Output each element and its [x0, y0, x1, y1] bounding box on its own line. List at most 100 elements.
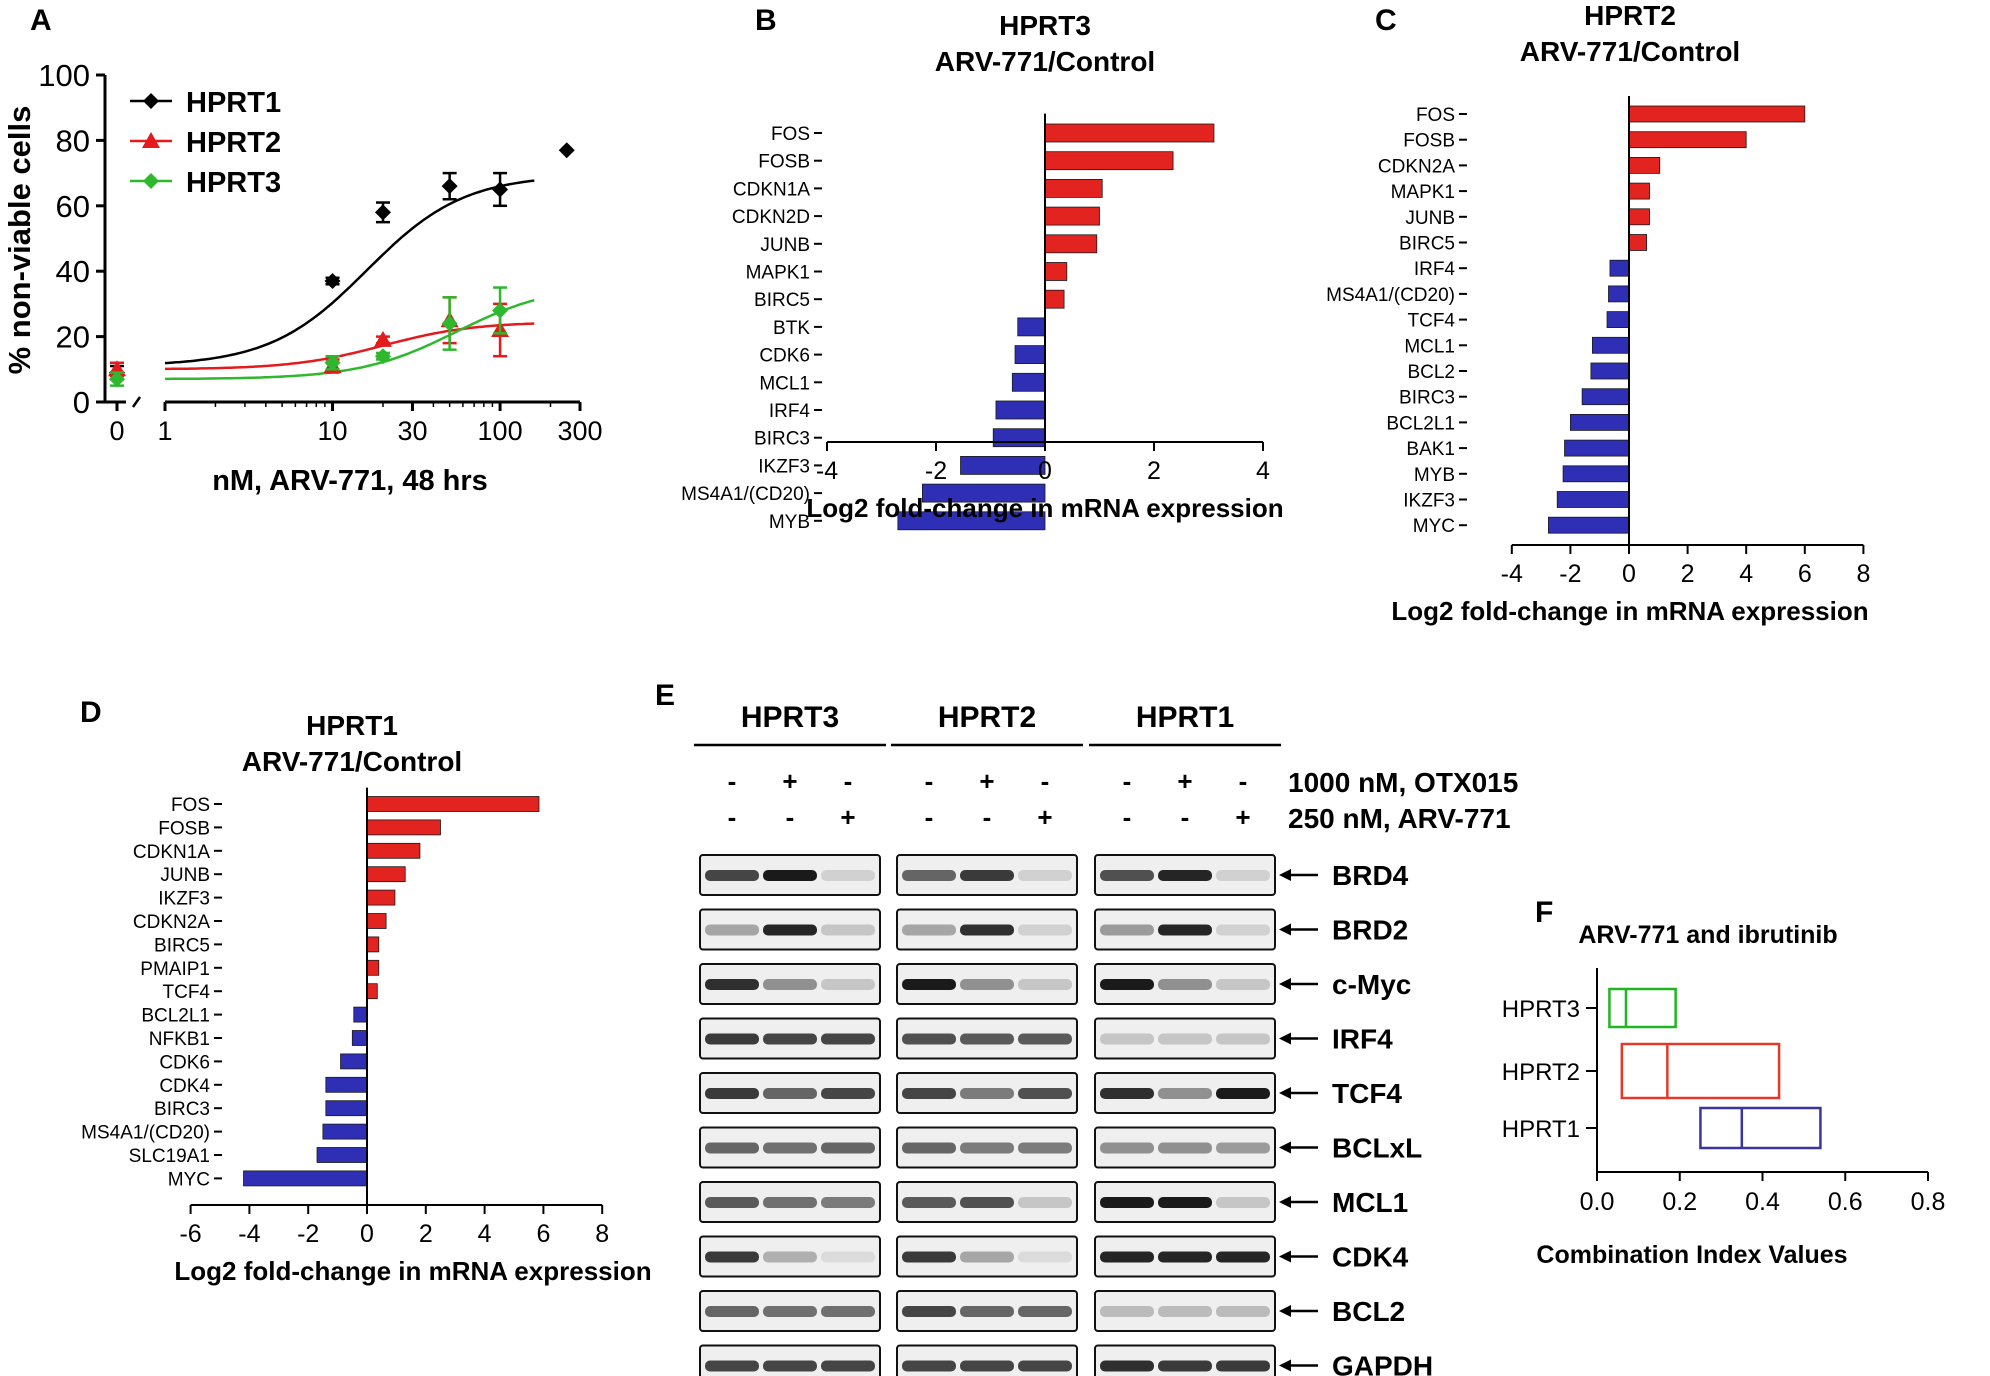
- x-tick-label: -4: [816, 457, 838, 485]
- blot-band: [821, 1142, 875, 1154]
- blot-band: [902, 870, 956, 881]
- y-tick-label: 20: [56, 320, 90, 355]
- treatment-sign: -: [1123, 802, 1132, 832]
- blot-band: [1100, 979, 1154, 990]
- protein-label-bclxl: BCLxL: [1332, 1133, 1422, 1164]
- category-label-cdkn2a: CDKN2A: [133, 912, 210, 933]
- blot-band: [1216, 870, 1270, 881]
- blot-band: [763, 1033, 817, 1045]
- protein-label-bcl2: BCL2: [1332, 1296, 1405, 1327]
- blot-band: [902, 1197, 956, 1208]
- blot-band: [763, 979, 817, 990]
- blot-band: [902, 924, 956, 936]
- category-label-bcl2: BCL2: [1407, 362, 1455, 383]
- x-tick-label: 4: [1739, 560, 1753, 588]
- bar-myb: [897, 511, 1046, 531]
- bar-ikzf3: [1556, 491, 1630, 508]
- blot-band: [1100, 1142, 1154, 1154]
- arrow-head: [1279, 923, 1291, 936]
- blot-band: [1216, 979, 1270, 990]
- blot-band: [705, 924, 759, 936]
- treatment-sign: -: [1181, 802, 1190, 832]
- blot-band: [821, 979, 875, 990]
- x-axis-label: Log2 fold-change in mRNA expression: [806, 493, 1283, 523]
- bar-fosb: [1044, 151, 1174, 171]
- data-point-hprt1: [324, 273, 341, 290]
- chart-subtitle: ARV-771/Control: [1520, 36, 1740, 67]
- blot-band: [902, 1306, 956, 1317]
- blot-band: [1216, 1251, 1270, 1263]
- x-tick-label: -4: [238, 1220, 260, 1248]
- bar-irf4: [995, 400, 1046, 420]
- category-label-tcf4: TCF4: [1408, 311, 1456, 332]
- blot-band: [763, 1360, 817, 1372]
- blot-band: [1158, 1306, 1212, 1317]
- data-point-hprt1: [441, 178, 458, 195]
- category-label-fos: FOS: [171, 795, 210, 816]
- x-tick-label: 100: [478, 416, 523, 446]
- blot-band: [902, 1251, 956, 1263]
- panel-label-b: B: [755, 4, 777, 37]
- bar-ikzf3: [960, 455, 1046, 475]
- data-point-hprt3: [492, 302, 509, 319]
- blot-band: [960, 1142, 1014, 1154]
- protein-label-brd2: BRD2: [1332, 915, 1408, 946]
- blot-band: [1216, 924, 1270, 936]
- x-tick-label: -4: [1501, 560, 1523, 588]
- bar-mcl1: [1591, 336, 1630, 354]
- condition-label-250-nm-arv-771: 250 nM, ARV-771: [1288, 803, 1511, 834]
- chart-subtitle: ARV-771/Control: [935, 46, 1155, 77]
- blot-band: [1100, 1088, 1154, 1099]
- category-label-myc: MYC: [1413, 516, 1455, 537]
- chart-subtitle: ARV-771/Control: [242, 746, 462, 777]
- y-tick-label: 100: [38, 58, 90, 93]
- category-label-cdk4: CDK4: [159, 1076, 210, 1097]
- y-tick-label: 60: [56, 189, 90, 224]
- blot-band: [1158, 870, 1212, 881]
- box-hprt3: [1608, 987, 1677, 1029]
- data-point-hprt3: [441, 315, 458, 332]
- bar-mapk1: [1044, 262, 1068, 281]
- bar-birc5: [1044, 289, 1065, 309]
- x-tick-label: -2: [1559, 560, 1581, 588]
- treatment-sign: -: [925, 802, 934, 832]
- blot-band: [1018, 1306, 1072, 1317]
- treatment-sign: -: [1041, 766, 1050, 796]
- x-tick-label: 6: [536, 1220, 550, 1248]
- blot-band: [1100, 1033, 1154, 1045]
- blot-band: [1158, 1251, 1212, 1263]
- fit-curve-hprt3: [165, 298, 535, 381]
- bar-myc: [243, 1170, 368, 1187]
- arrow-head: [1279, 978, 1291, 990]
- bar-fos: [366, 796, 540, 812]
- bar-junb: [366, 866, 406, 883]
- category-label-birc3: BIRC3: [1399, 388, 1455, 409]
- bar-myc: [1548, 516, 1630, 534]
- blot-band: [960, 1251, 1014, 1263]
- blot-band: [960, 1360, 1014, 1372]
- x-tick-label: 2: [1681, 560, 1695, 588]
- blot-band: [1018, 870, 1072, 881]
- box-hprt2: [1620, 1042, 1781, 1100]
- protein-label-mcl1: MCL1: [1332, 1187, 1408, 1218]
- blot-band: [821, 924, 875, 936]
- category-label-irf4: IRF4: [1414, 259, 1456, 280]
- chart-title: HPRT2: [1584, 0, 1676, 31]
- blot-band: [821, 1197, 875, 1208]
- blot-band: [763, 1251, 817, 1263]
- blot-band: [1018, 979, 1072, 990]
- blot-band: [1216, 1360, 1270, 1372]
- data-point-hprt2: [373, 330, 392, 347]
- bar-birc3: [1581, 388, 1630, 406]
- bar-nfkb1: [351, 1030, 368, 1046]
- blot-band: [705, 979, 759, 990]
- x-tick-label: 30: [397, 416, 427, 446]
- bar-cdk6: [340, 1053, 368, 1070]
- data-point-hprt1: [492, 181, 509, 198]
- treatment-sign: -: [983, 802, 992, 832]
- blot-band: [1216, 1197, 1270, 1208]
- panel-label-f: F: [1535, 896, 1553, 929]
- treatment-sign: +: [979, 766, 994, 796]
- arrow-head: [1279, 1032, 1291, 1045]
- chart-title: HPRT1: [306, 710, 398, 741]
